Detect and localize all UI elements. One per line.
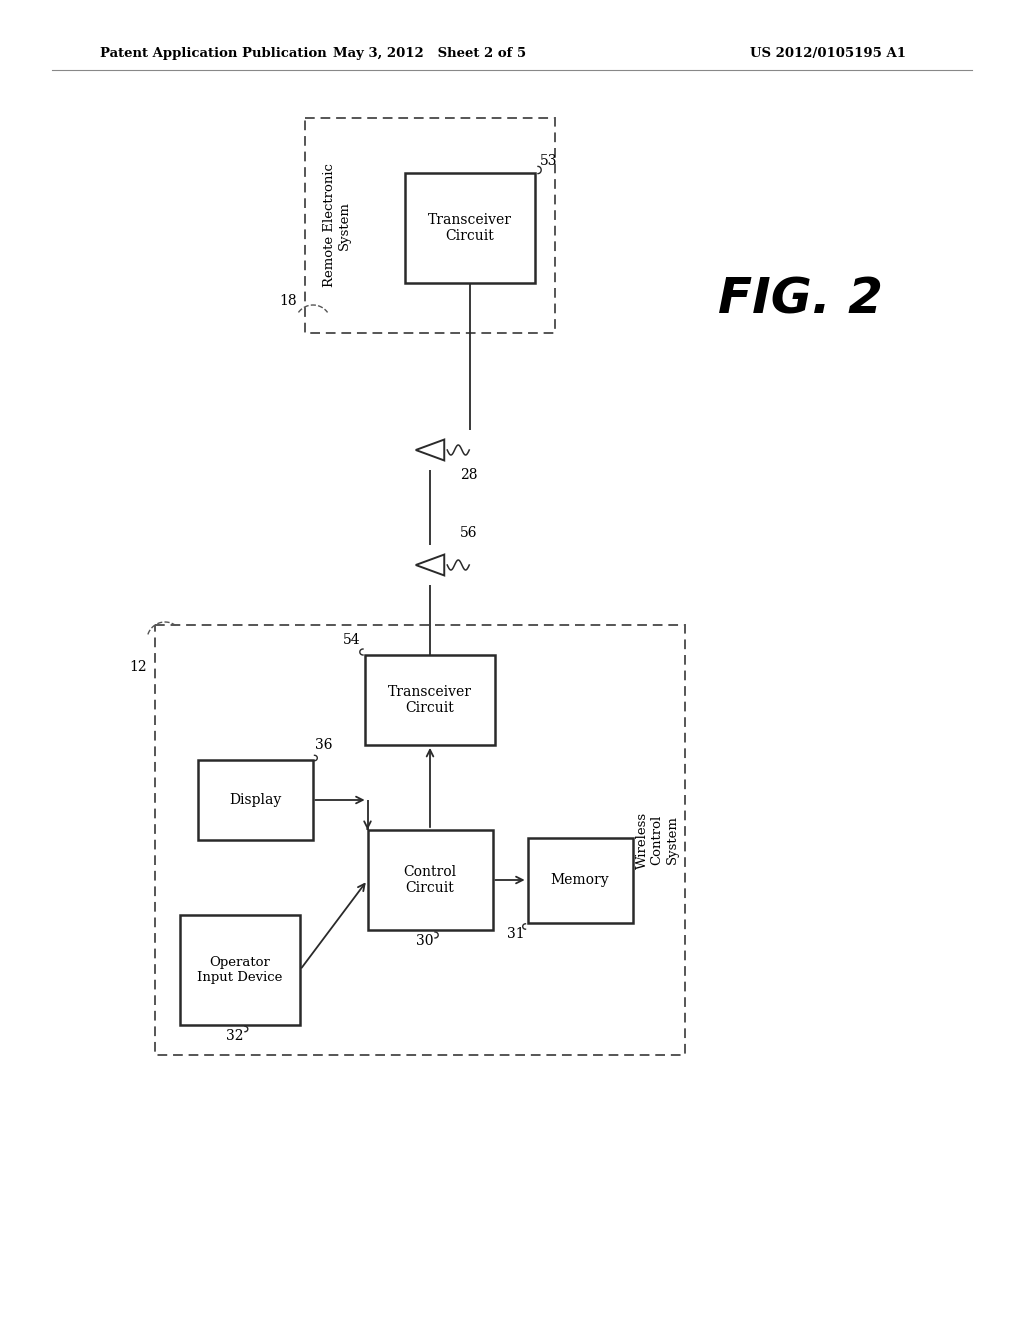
Text: 31: 31 <box>507 927 524 940</box>
Bar <box>198 760 312 840</box>
Bar <box>155 624 685 1055</box>
Text: US 2012/0105195 A1: US 2012/0105195 A1 <box>750 48 906 61</box>
Text: 53: 53 <box>540 154 557 168</box>
Text: 28: 28 <box>460 469 477 482</box>
Text: May 3, 2012   Sheet 2 of 5: May 3, 2012 Sheet 2 of 5 <box>334 48 526 61</box>
Text: 54: 54 <box>342 634 360 647</box>
Bar <box>527 837 633 923</box>
Text: Memory: Memory <box>551 873 609 887</box>
Text: 30: 30 <box>416 935 434 948</box>
Text: 32: 32 <box>226 1030 244 1043</box>
Bar <box>365 655 495 744</box>
Text: Patent Application Publication: Patent Application Publication <box>100 48 327 61</box>
Text: FIG. 2: FIG. 2 <box>718 276 883 323</box>
Text: Control
Circuit: Control Circuit <box>403 865 457 895</box>
Text: Display: Display <box>229 793 282 807</box>
Bar <box>180 915 300 1026</box>
Text: 36: 36 <box>315 738 333 752</box>
Text: 18: 18 <box>280 294 297 308</box>
Bar <box>406 173 535 282</box>
Text: 12: 12 <box>129 660 147 675</box>
Bar <box>305 117 555 333</box>
Text: Transceiver
Circuit: Transceiver Circuit <box>388 685 472 715</box>
Text: 56: 56 <box>460 525 477 540</box>
Text: Transceiver
Circuit: Transceiver Circuit <box>428 213 512 243</box>
Bar <box>368 830 493 931</box>
Text: Operator
Input Device: Operator Input Device <box>198 956 283 983</box>
Text: Remote Electronic
System: Remote Electronic System <box>323 164 351 288</box>
Text: Wireless
Control
System: Wireless Control System <box>636 812 679 869</box>
